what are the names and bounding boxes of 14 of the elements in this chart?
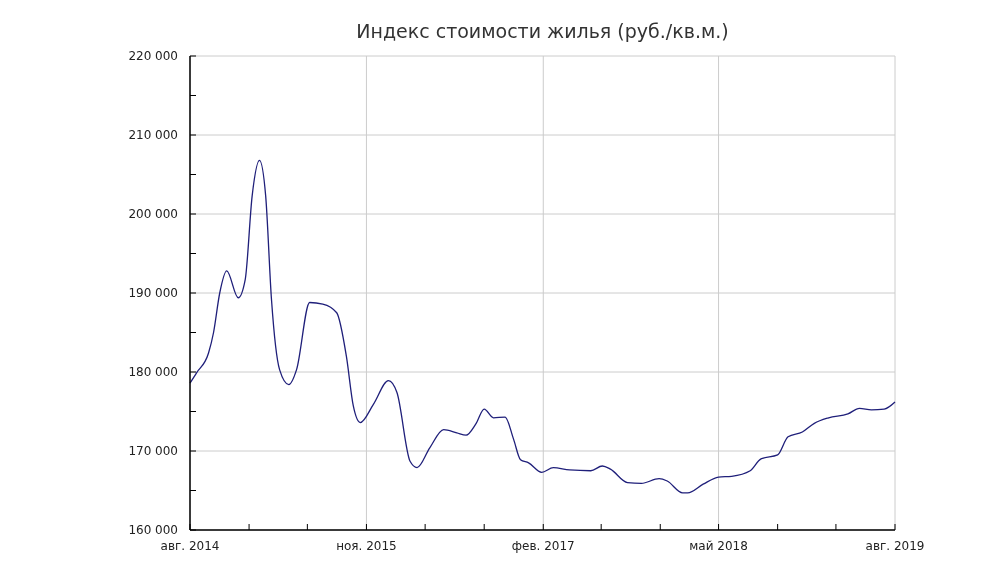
y-tick-label: 160 000 (128, 523, 178, 537)
y-tick-label: 220 000 (128, 49, 178, 63)
line-series (189, 159, 896, 494)
y-tick-label: 190 000 (128, 286, 178, 300)
y-tick-label: 200 000 (128, 207, 178, 221)
x-tick-label: фев. 2017 (511, 539, 575, 553)
y-tick-label: 170 000 (128, 444, 178, 458)
x-tick-label: май 2018 (689, 539, 748, 553)
y-tick-label: 210 000 (128, 128, 178, 142)
chart-title: Индекс стоимости жилья (руб./кв.м.) (356, 20, 729, 42)
y-tick-label: 180 000 (128, 365, 178, 379)
x-tick-label: авг. 2019 (865, 539, 925, 553)
x-tick-label: авг. 2014 (160, 539, 220, 553)
x-tick-label: ноя. 2015 (336, 539, 397, 553)
